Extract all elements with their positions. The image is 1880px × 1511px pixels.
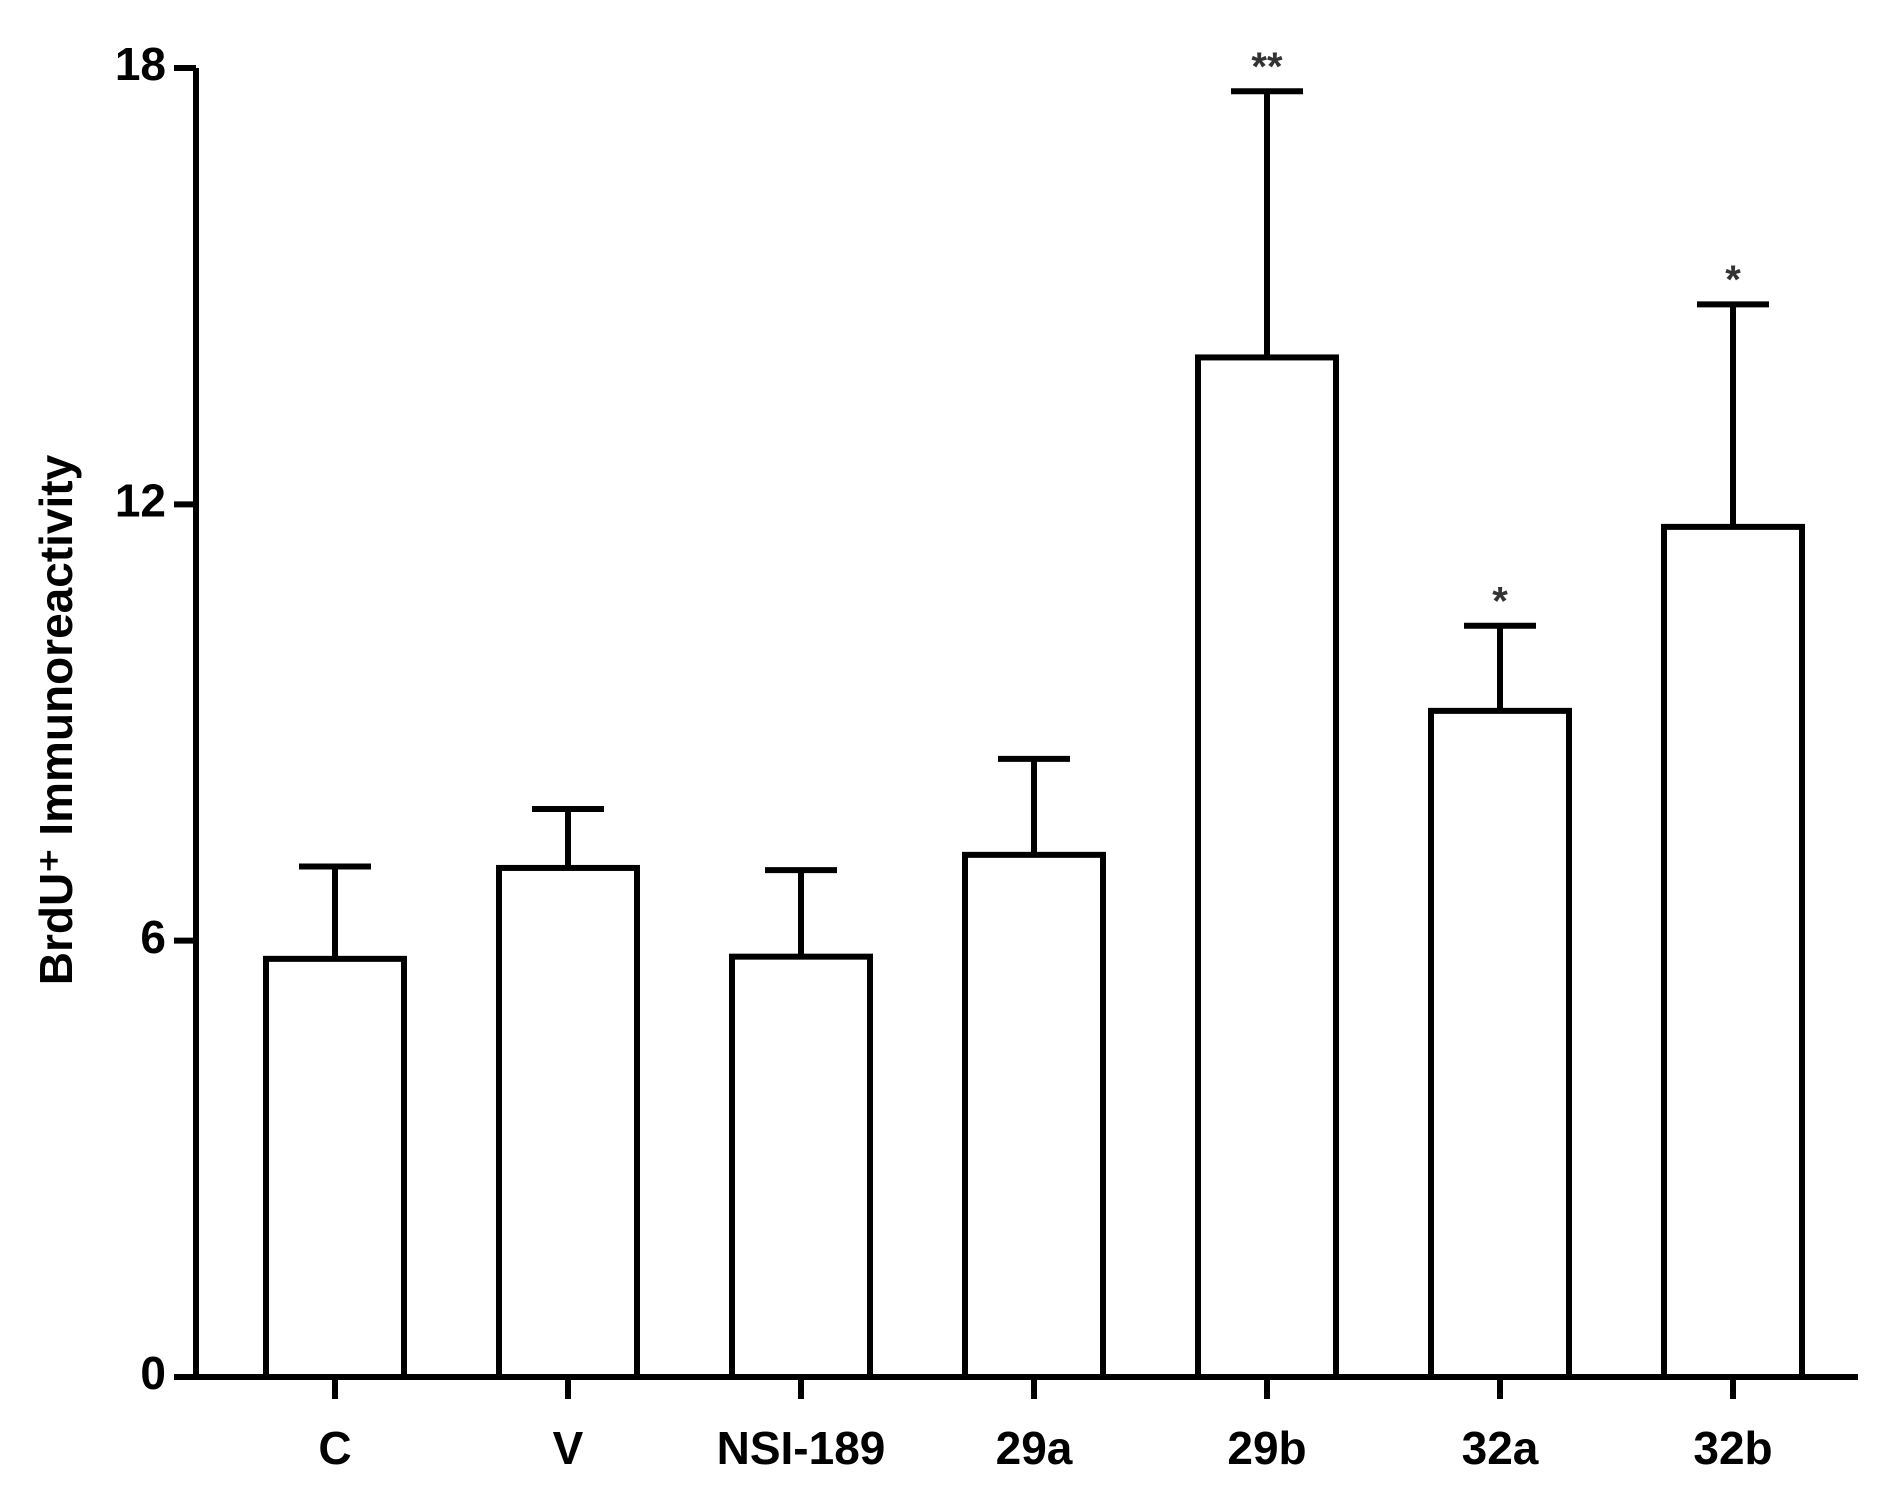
y-tick-label: 18 bbox=[115, 38, 166, 90]
x-tick-label: C bbox=[318, 1422, 351, 1474]
x-tick-label: 32a bbox=[1462, 1422, 1539, 1474]
bar bbox=[962, 851, 1106, 1380]
y-tick-label: 6 bbox=[140, 911, 166, 963]
bar bbox=[1195, 354, 1339, 1380]
y-tick-label: 0 bbox=[140, 1347, 166, 1399]
bar bbox=[1661, 523, 1805, 1380]
x-tick-label: 32b bbox=[1693, 1422, 1772, 1474]
bar bbox=[263, 955, 407, 1380]
significance-label: ** bbox=[1251, 45, 1283, 89]
bar bbox=[1428, 707, 1572, 1380]
bar bbox=[496, 864, 640, 1380]
y-axis-label: BrdU⁺ Immunoreactivity bbox=[30, 454, 82, 985]
x-tick-label: NSI-189 bbox=[717, 1422, 886, 1474]
x-tick-label: 29a bbox=[996, 1422, 1073, 1474]
significance-label: * bbox=[1725, 258, 1741, 302]
y-tick-label: 12 bbox=[115, 474, 166, 526]
x-tick-label: 29b bbox=[1227, 1422, 1306, 1474]
x-tick-label: V bbox=[553, 1422, 584, 1474]
bar bbox=[729, 953, 873, 1380]
significance-label: * bbox=[1492, 579, 1508, 623]
